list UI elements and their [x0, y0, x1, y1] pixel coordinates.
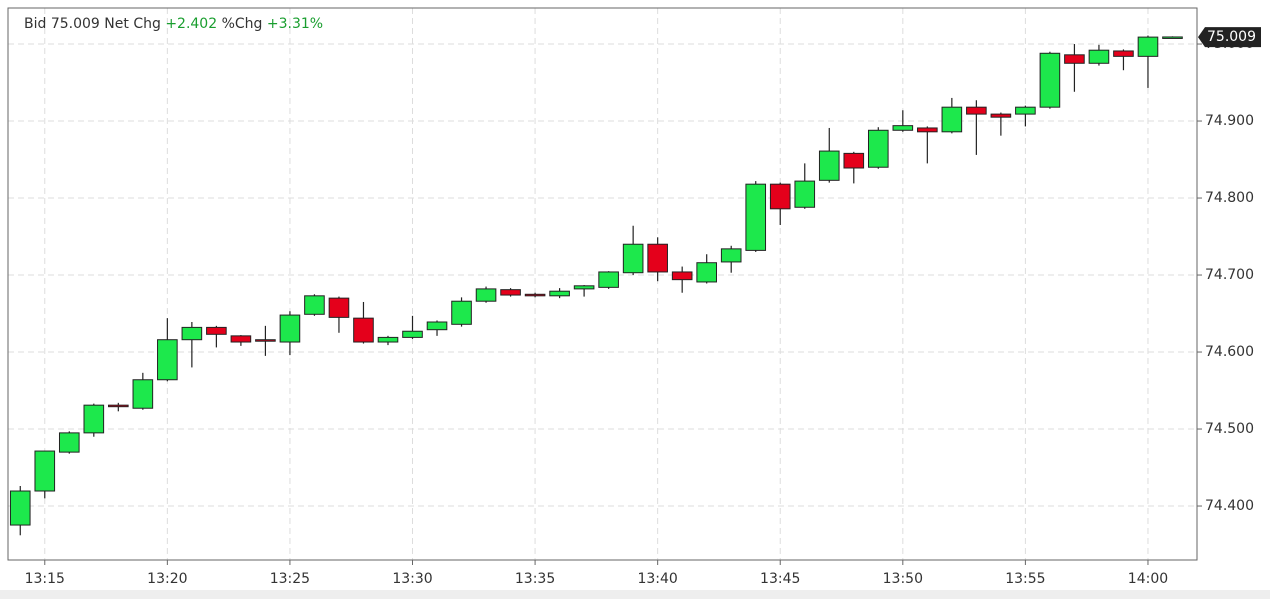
- candle-body: [1137, 36, 1159, 57]
- candle-body: [500, 289, 521, 296]
- pct-chg-label: %Chg: [221, 16, 263, 32]
- candle-body: [769, 183, 791, 210]
- y-tick-label: 74.900: [1205, 113, 1254, 129]
- y-tick-label: 74.600: [1205, 344, 1254, 360]
- candle-body: [696, 262, 717, 283]
- price-tag-label: 75.009: [1207, 29, 1256, 45]
- candle-body: [966, 106, 987, 115]
- candle-body: [598, 271, 619, 288]
- candle-body: [34, 450, 56, 492]
- y-tick-label: 74.500: [1205, 421, 1254, 437]
- candle-body: [549, 290, 570, 297]
- candle-body: [622, 243, 644, 274]
- candle-body: [941, 106, 963, 133]
- x-tick-label: 13:20: [147, 571, 187, 587]
- y-tick-label: 74.800: [1205, 190, 1254, 206]
- candle-body: [573, 285, 595, 290]
- candle-body: [181, 326, 203, 341]
- candle-body: [671, 271, 693, 281]
- candle-body: [818, 150, 840, 181]
- candle-body: [1064, 54, 1085, 64]
- x-tick-label: 13:50: [883, 571, 923, 587]
- x-tick-label: 13:55: [1005, 571, 1045, 587]
- candle-body: [9, 490, 31, 526]
- price-tag: [1198, 27, 1261, 48]
- candle-body: [377, 336, 399, 343]
- candle-body: [794, 180, 816, 208]
- candle-body: [1015, 106, 1036, 115]
- bid-label: Bid: [24, 16, 47, 32]
- candle-body: [83, 404, 105, 434]
- candle-body: [1162, 36, 1183, 39]
- candle-body: [451, 300, 472, 325]
- candle-body: [58, 432, 80, 453]
- candle-body: [720, 248, 742, 263]
- candle-body: [647, 243, 668, 273]
- candle-body: [206, 326, 227, 335]
- net-chg-value: +2.402: [165, 16, 218, 32]
- candle-body: [524, 293, 546, 297]
- y-tick-label: 74.400: [1205, 498, 1254, 514]
- candle-body: [402, 330, 423, 338]
- candle-body: [353, 317, 374, 343]
- x-tick-label: 13:40: [637, 571, 677, 587]
- candle-body: [990, 113, 1012, 118]
- candle-body: [279, 314, 301, 343]
- x-tick-label: 13:30: [392, 571, 432, 587]
- candle-body: [475, 288, 497, 302]
- bottom-strip: [0, 590, 1270, 599]
- candle-body: [426, 321, 448, 331]
- x-tick-label: 13:15: [25, 571, 65, 587]
- x-tick-label: 13:45: [760, 571, 800, 587]
- candle-body: [157, 339, 178, 381]
- y-tick-label: 74.700: [1205, 267, 1254, 283]
- candle-body: [867, 129, 889, 168]
- candle-body: [745, 183, 767, 251]
- pct-chg-value: +3.31%: [266, 16, 324, 32]
- net-chg-label: Net Chg: [104, 16, 161, 32]
- candle-body: [108, 404, 129, 408]
- candle-body: [917, 127, 938, 133]
- candle-body: [328, 297, 350, 318]
- plot-frame: [7, 7, 1198, 561]
- candle-body: [1088, 49, 1110, 64]
- candle-body: [255, 339, 276, 342]
- x-tick-label: 14:00: [1128, 571, 1168, 587]
- x-tick-label: 13:35: [515, 571, 555, 587]
- candle-body: [132, 379, 154, 409]
- candle-body: [230, 335, 252, 343]
- candle-body: [1039, 52, 1061, 108]
- bid-value: 75.009: [50, 16, 100, 32]
- candle-body: [892, 125, 914, 131]
- header: Bid 75.009 Net Chg +2.402 %Chg +3.31%: [24, 16, 323, 32]
- candle-body: [304, 295, 325, 315]
- x-tick-label: 13:25: [270, 571, 310, 587]
- candle-body: [1113, 50, 1134, 57]
- candle-body: [843, 152, 865, 169]
